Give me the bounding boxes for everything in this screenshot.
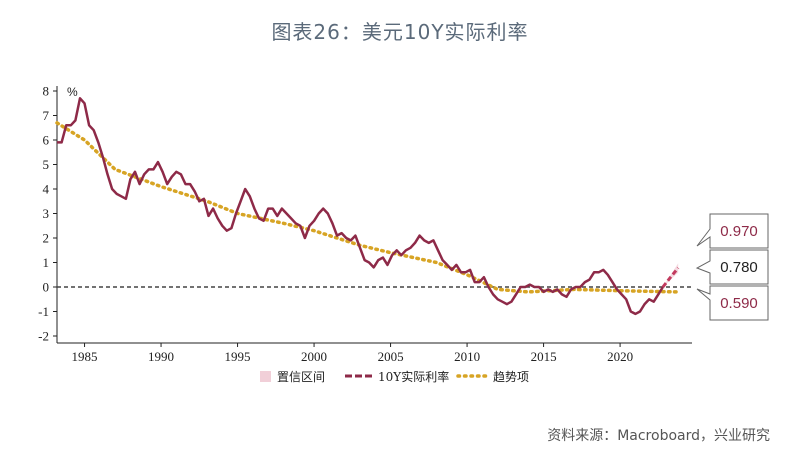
callout-lower-value: 0.590 <box>720 295 758 312</box>
x-tick-label: 1995 <box>225 349 251 364</box>
y-tick-label: 2 <box>43 231 50 246</box>
y-tick-label: -2 <box>38 329 49 344</box>
callout-lower: 0.590 <box>696 285 769 321</box>
legend-label-rate: 10Y实际利率 <box>378 369 449 384</box>
x-tick-label: 2000 <box>301 349 327 364</box>
legend-label-band: 置信区间 <box>277 370 325 384</box>
legend: 置信区间 10Y实际利率 趋势项 <box>260 369 529 384</box>
real-rate-series-line <box>57 97 664 316</box>
y-tick-label: 5 <box>43 157 50 172</box>
x-tick-label: 2015 <box>531 349 557 364</box>
y-tick-label: 8 <box>43 84 50 99</box>
confidence-band <box>662 263 679 287</box>
callout-middle-value: 0.780 <box>720 259 758 276</box>
x-tick-label: 1985 <box>72 349 98 364</box>
y-tick-label: 1 <box>43 255 50 270</box>
y-tick-label: 3 <box>43 206 50 221</box>
y-tick-label: 0 <box>43 280 50 295</box>
callout-middle: 0.780 <box>695 249 769 285</box>
x-tick-label: 1990 <box>148 349 174 364</box>
source-note: 资料来源：Macroboard，兴业研究 <box>547 428 770 444</box>
legend-label-trend: 趋势项 <box>493 370 529 384</box>
y-tick-label: 4 <box>43 182 50 197</box>
y-unit-label: % <box>67 85 78 99</box>
y-tick-label: 7 <box>43 108 50 123</box>
legend-swatch-band <box>260 371 271 382</box>
y-tick-label: 6 <box>43 133 50 148</box>
x-tick-label: 2010 <box>454 349 480 364</box>
trend-series-line <box>55 121 680 294</box>
callout-upper: 0.970 <box>696 213 769 249</box>
y-ticks: -2 -1 0 1 2 3 4 5 6 7 8 <box>38 84 57 344</box>
chart-title: 图表26：美元10Y实际利率 <box>271 20 529 44</box>
callout-upper-value: 0.970 <box>720 223 758 240</box>
x-tick-label: 2005 <box>378 349 404 364</box>
axes <box>56 86 692 344</box>
x-tick-label: 2020 <box>607 349 633 364</box>
y-tick-label: -1 <box>38 304 49 319</box>
real-rate-forecast-line <box>661 266 680 288</box>
x-ticks: 1985 1990 1995 2000 2005 2010 2015 2020 <box>72 343 633 364</box>
